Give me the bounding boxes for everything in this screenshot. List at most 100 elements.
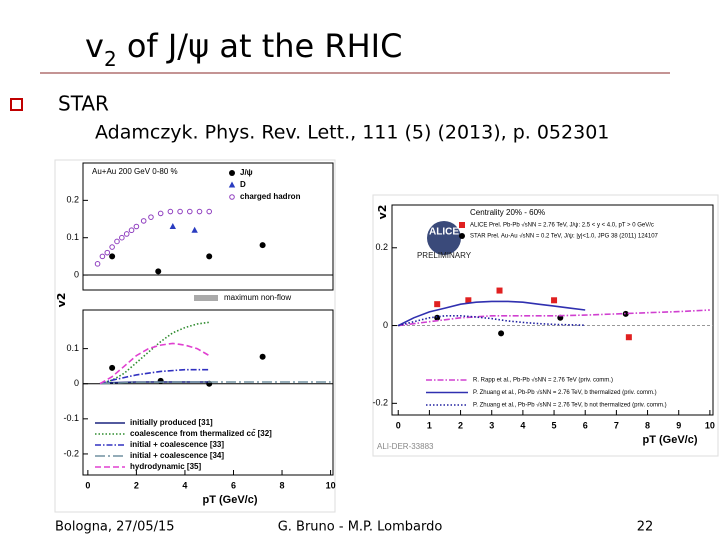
marker (109, 253, 116, 260)
x-tick-label: 10 (326, 480, 336, 490)
y-tick-label: 0.2 (375, 242, 388, 252)
x-tick-label: 5 (552, 420, 557, 430)
marker (94, 261, 101, 267)
legend-label: D (240, 180, 246, 189)
marker (140, 218, 147, 224)
y-axis-label: v2 (376, 205, 389, 220)
marker (498, 330, 505, 337)
marker (109, 244, 115, 250)
legend-label: coalescence from thermalized cc̄ [32] (130, 429, 272, 438)
y-tick-label: 0 (383, 320, 388, 330)
marker (148, 214, 154, 220)
x-tick-label: 8 (645, 420, 650, 430)
x-tick-label: 7 (614, 420, 619, 430)
marker (104, 249, 111, 256)
y-tick-label: -0.2 (63, 448, 79, 458)
slide-title: v2 of J/ψ at the RHIC (85, 27, 402, 71)
marker (465, 297, 472, 304)
annotation: PRELIMINARY (417, 251, 472, 260)
marker (119, 234, 125, 241)
footer-center: G. Bruno - M.P. Lombardo (278, 520, 443, 535)
annotation: Centrality 20% - 60% (470, 208, 545, 217)
legend-marker (229, 170, 235, 176)
marker (155, 268, 162, 275)
y-tick-label: 0 (74, 378, 79, 388)
annotation: maximum non-flow (224, 293, 291, 302)
legend-label: initial + coalescence [34] (130, 451, 224, 460)
y-axis-label: v2 (55, 293, 68, 308)
logo (427, 221, 461, 255)
bullet-text: STAR (58, 92, 109, 116)
y-tick-label: 0.2 (66, 195, 79, 205)
legend-marker (228, 181, 236, 188)
x-tick-label: 3 (489, 420, 494, 430)
legend-marker (229, 194, 235, 200)
marker (157, 210, 164, 217)
marker (128, 227, 135, 234)
footer-left: Bologna, 27/05/15 (55, 520, 175, 535)
marker (133, 223, 140, 230)
series-line (99, 368, 210, 385)
legend-label: J/ψ (240, 168, 253, 177)
marker (496, 287, 503, 294)
marker (186, 208, 193, 215)
marker (191, 226, 198, 233)
marker (177, 208, 183, 215)
legend-label: initially produced [31] (130, 418, 213, 427)
y-tick-label: -0.2 (372, 398, 388, 408)
marker (167, 208, 174, 215)
legend-label: charged hadron (240, 192, 301, 201)
marker (434, 301, 441, 308)
marker (206, 208, 213, 215)
legend-marker (459, 233, 465, 239)
x-tick-label: 6 (583, 420, 588, 430)
marker (99, 253, 106, 260)
marker (551, 297, 558, 304)
marker (109, 364, 116, 371)
marker (625, 334, 632, 341)
series-line (99, 381, 210, 385)
x-axis-label: pT (GeV/c) (642, 434, 697, 446)
marker (196, 208, 203, 215)
series-line (397, 300, 586, 327)
legend-label: R. Rapp et al., Pb-Pb √sNN = 2.76 TeV (p… (473, 377, 613, 384)
annotation: ALICE (429, 227, 459, 238)
plot-frame (82, 162, 334, 291)
marker (169, 223, 177, 229)
marker (123, 231, 130, 237)
x-tick-label: 2 (458, 420, 463, 430)
marker (259, 242, 266, 249)
x-tick-label: 8 (280, 480, 285, 490)
marker (434, 314, 441, 321)
figure-star (54, 159, 336, 513)
marker (157, 377, 164, 384)
annotation: ALI-DER-33883 (377, 442, 434, 451)
x-tick-label: 4 (182, 480, 187, 490)
legend-label: initial + coalescence [33] (130, 440, 224, 449)
annotation: Au+Au 200 GeV 0-80 % (92, 167, 178, 176)
y-tick-label: 0 (74, 269, 79, 279)
marker (206, 253, 213, 260)
x-axis-label: pT (GeV/c) (202, 494, 257, 506)
legend-swatch (194, 295, 218, 301)
legend-marker (459, 222, 465, 228)
title-main: v (85, 27, 104, 65)
y-tick-label: -0.1 (63, 413, 79, 423)
x-tick-label: 6 (231, 480, 236, 490)
y-tick-label: 0.1 (66, 232, 79, 242)
series-line (398, 315, 586, 327)
marker (622, 310, 629, 317)
legend-label: STAR Prel. Au-Au √sNN = 0.2 TeV, J/ψ: |y… (470, 233, 659, 240)
bullet-marker (10, 98, 23, 111)
x-tick-label: 4 (520, 420, 525, 430)
footer-page: 22 (637, 520, 654, 535)
plot-frame (391, 204, 714, 416)
plot-frame (82, 309, 334, 476)
series-line (99, 381, 331, 385)
title-sub: 2 (104, 47, 117, 71)
series-line (99, 342, 210, 385)
marker (114, 238, 120, 245)
x-tick-label: 9 (676, 420, 681, 430)
legend-label: hydrodynamic [35] (130, 462, 201, 471)
